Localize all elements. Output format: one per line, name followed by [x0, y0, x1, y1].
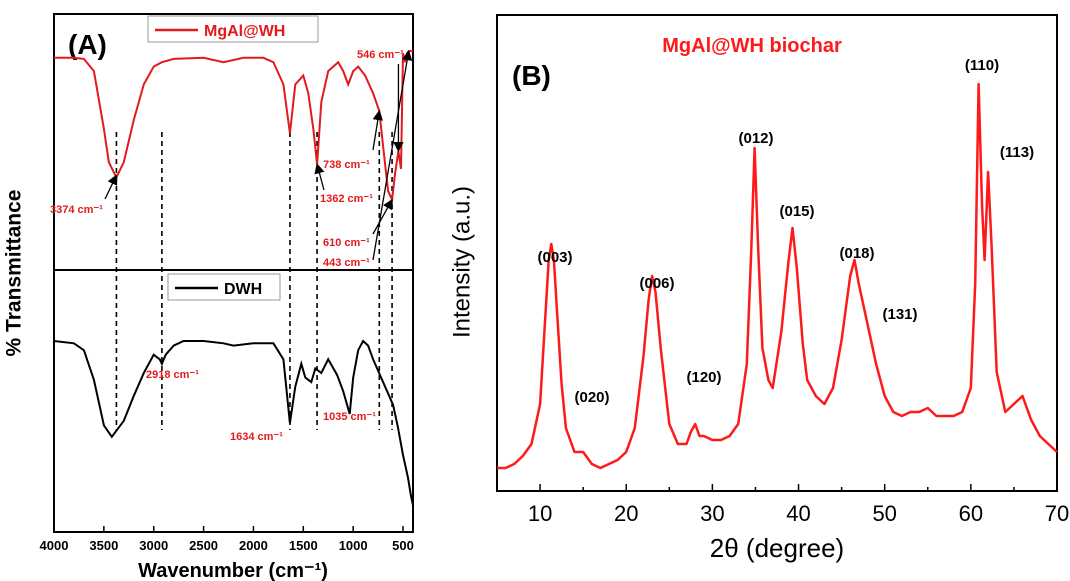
annotation-arrow-610 [372, 198, 393, 235]
x-tick-label-a: 3500 [89, 538, 118, 553]
annotation-arrow-738 [372, 109, 383, 151]
chart-title-b: MgAl@WH biochar [662, 35, 842, 57]
panel-b-label: (B) [512, 60, 551, 91]
x-tick-label-b: 60 [959, 501, 983, 526]
legend-box-mgal [147, 15, 319, 43]
annotation-label-3374: 3374 cm⁻¹ [50, 204, 103, 216]
peak-label: (110) [965, 57, 999, 74]
annotation-label-2918: 2918 cm⁻¹ [146, 369, 199, 381]
x-tick-label-a: 2000 [239, 538, 268, 553]
ftir-series [53, 50, 414, 506]
annotation-label-1362: 1362 cm⁻¹ [320, 193, 373, 205]
annotation-arrow-1362 [314, 163, 325, 191]
peak-label: (020) [574, 389, 609, 406]
x-axis-ticks-b: 10 20 30 40 50 60 70 [496, 484, 1069, 526]
y-axis-label-a: % Transmittance [3, 190, 26, 357]
annotation-arrows: 3374 cm⁻¹ 2918 cm⁻¹ 1634 cm⁻¹ 1362 cm⁻¹ 1035… [50, 49, 413, 443]
x-tick-label-b: 20 [614, 501, 638, 526]
x-axis-label-b: 2θ (degree) [710, 533, 844, 563]
peak-label: (120) [686, 369, 721, 386]
x-axis-ticks-a: 4000 3500 3000 2500 2000 1500 1000 500 [40, 526, 414, 553]
peak-label: (018) [839, 245, 874, 262]
annotation-label-546: 546 cm⁻¹ [357, 49, 404, 61]
x-tick-label-b: 70 [1045, 501, 1069, 526]
annotation-label-1035: 1035 cm⁻¹ [323, 411, 376, 423]
peak-labels: (003) (020) (006) (120) (012) (015) (018) (131)… [537, 57, 1034, 406]
panel-b-xrd: (B) MgAl@WH biochar (003) (020) (006) (120)… [449, 14, 1069, 563]
panel-a-label: (A) [68, 29, 107, 60]
legend-label-dwh: DWH [224, 281, 262, 298]
annotation-arrow-3374 [104, 174, 118, 200]
x-tick-label-a: 500 [392, 538, 414, 553]
x-tick-label-a: 2500 [189, 538, 218, 553]
annotation-label-738: 738 cm⁻¹ [323, 159, 370, 171]
y-axis-label-b: Intensity (a.u.) [449, 186, 476, 338]
annotation-label-610: 610 cm⁻¹ [323, 237, 370, 249]
annotation-arrow-443 [372, 49, 413, 261]
legend-label-mgal: MgAl@WH [204, 23, 285, 40]
panel-b-frame [496, 14, 1058, 492]
panel-a-frame [53, 13, 414, 533]
peak-label: (131) [882, 306, 917, 323]
peak-label: (012) [738, 130, 773, 147]
x-tick-label-a: 3000 [139, 538, 168, 553]
peak-label: (003) [537, 249, 572, 266]
x-tick-label-b: 10 [528, 501, 552, 526]
peak-label: (113) [1000, 144, 1034, 161]
xrd-line [497, 82, 1058, 470]
peak-label: (015) [779, 203, 814, 220]
panel-a-ftir: (A) MgAl@WH DWH 3374 cm⁻¹ 2918 cm⁻¹ 1634 c… [3, 13, 414, 581]
annotation-label-1634: 1634 cm⁻¹ [230, 431, 283, 443]
x-tick-label-a: 1500 [289, 538, 318, 553]
annotation-label-443: 443 cm⁻¹ [323, 257, 370, 269]
x-tick-label-b: 50 [872, 501, 896, 526]
ftir-line-dwh [53, 339, 414, 506]
x-tick-label-a: 4000 [40, 538, 69, 553]
peak-label: (006) [639, 275, 674, 292]
x-tick-label-b: 40 [786, 501, 810, 526]
x-tick-label-b: 30 [700, 501, 724, 526]
ftir-line-mgal [54, 50, 413, 204]
x-tick-label-a: 1000 [339, 538, 368, 553]
xrd-series [497, 82, 1058, 470]
x-axis-label-a: Wavenumber (cm⁻¹) [138, 560, 328, 581]
